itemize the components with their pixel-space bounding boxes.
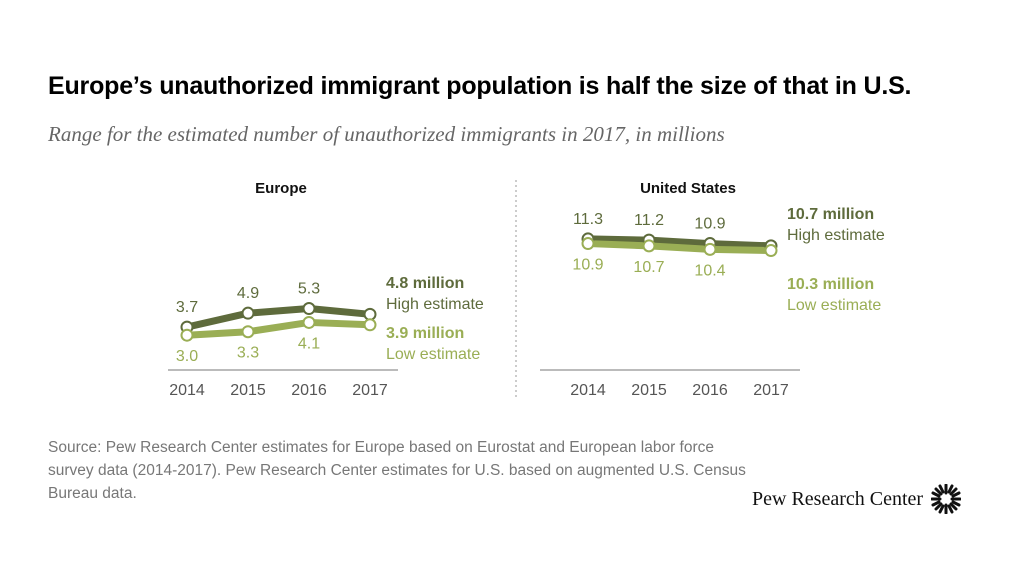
data-point-us-low-2015 <box>642 239 656 253</box>
data-point-europe-low-2015 <box>241 325 255 339</box>
panel-europe: Europe 2014 2015 2016 2017 3.7 4.9 5.3 3.0 3.3 4.1… <box>168 180 484 399</box>
data-label-europe-high-2016: 5.3 <box>298 281 320 298</box>
data-point-us-low-2016 <box>703 242 717 256</box>
panel-title-us: United States <box>640 180 736 197</box>
end-label-us-high: High estimate <box>787 227 885 244</box>
x-tick-label-us-2014: 2014 <box>570 382 606 399</box>
data-label-europe-high-2014: 3.7 <box>176 299 198 316</box>
series-line-us-high <box>584 235 775 250</box>
x-tick-label-europe-2015: 2015 <box>230 382 266 399</box>
data-label-europe-high-2015: 4.9 <box>237 285 259 302</box>
data-label-europe-low-2016: 4.1 <box>298 335 320 352</box>
end-value-europe-low: 3.9 million <box>386 325 464 342</box>
end-value-us-low: 10.3 million <box>787 276 874 293</box>
x-tick-label-europe-2016: 2016 <box>291 382 327 399</box>
x-tick-label-us-2015: 2015 <box>631 382 667 399</box>
panel-united-states: United States 2014 2015 2016 2017 11.3 11.2 10.… <box>540 180 885 399</box>
end-label-europe-high: High estimate <box>386 296 484 313</box>
chart-title: Europe’s unauthorized immigrant populati… <box>48 72 912 100</box>
data-label-us-high-2016: 10.9 <box>694 216 725 233</box>
x-tick-label-europe-2017: 2017 <box>352 382 388 399</box>
data-label-us-low-2016: 10.4 <box>694 262 725 279</box>
x-tick-label-europe-2014: 2014 <box>169 382 205 399</box>
data-point-europe-low-2014 <box>180 328 194 342</box>
data-point-europe-high-2017 <box>363 307 377 321</box>
data-label-europe-low-2014: 3.0 <box>176 348 198 365</box>
x-tick-label-us-2016: 2016 <box>692 382 728 399</box>
end-label-europe-low: Low estimate <box>386 346 480 363</box>
chart-subtitle: Range for the estimated number of unauth… <box>48 122 725 146</box>
source-note: Source: Pew Research Center estimates fo… <box>48 439 746 502</box>
data-point-europe-low-2017 <box>363 318 377 332</box>
data-point-us-low-2014 <box>581 237 595 251</box>
data-label-us-high-2015: 11.2 <box>634 212 664 229</box>
sunburst-icon <box>931 484 962 514</box>
pew-logo: Pew Research Center <box>752 484 962 514</box>
panel-title-europe: Europe <box>255 180 307 197</box>
data-label-us-high-2014: 11.3 <box>573 211 603 228</box>
data-point-europe-high-2016 <box>302 302 316 316</box>
series-line-us-low <box>584 240 775 255</box>
data-label-us-low-2014: 10.9 <box>572 257 603 274</box>
data-label-europe-low-2015: 3.3 <box>237 345 259 362</box>
end-value-europe-high: 4.8 million <box>386 275 464 292</box>
data-label-us-low-2015: 10.7 <box>633 259 664 276</box>
end-value-us-high: 10.7 million <box>787 206 874 223</box>
data-point-europe-low-2016 <box>302 315 316 329</box>
series-line-europe-low <box>183 318 374 339</box>
brand-name: Pew Research Center <box>752 487 924 510</box>
data-point-europe-high-2015 <box>241 306 255 320</box>
x-tick-label-us-2017: 2017 <box>753 382 789 399</box>
end-label-us-low: Low estimate <box>787 297 881 314</box>
data-point-us-low-2017 <box>764 244 778 258</box>
series-line-europe-high <box>183 305 374 331</box>
